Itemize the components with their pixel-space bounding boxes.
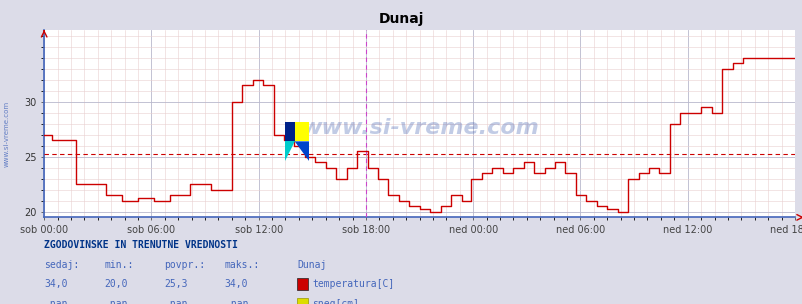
Bar — [285, 122, 294, 141]
Text: 20,0: 20,0 — [104, 279, 128, 289]
Text: maks.:: maks.: — [225, 260, 260, 270]
Text: min.:: min.: — [104, 260, 134, 270]
Polygon shape — [294, 122, 309, 141]
Text: temperatura[C]: temperatura[C] — [312, 279, 394, 289]
Text: sedaj:: sedaj: — [44, 260, 79, 270]
Text: 34,0: 34,0 — [44, 279, 67, 289]
Text: sneg[cm]: sneg[cm] — [312, 299, 359, 304]
Text: 25,3: 25,3 — [164, 279, 188, 289]
Text: 34,0: 34,0 — [225, 279, 248, 289]
Text: povpr.:: povpr.: — [164, 260, 205, 270]
Text: ZGODOVINSKE IN TRENUTNE VREDNOSTI: ZGODOVINSKE IN TRENUTNE VREDNOSTI — [44, 240, 237, 250]
Text: -nan: -nan — [225, 299, 248, 304]
Text: -nan: -nan — [44, 299, 67, 304]
Text: -nan: -nan — [104, 299, 128, 304]
Polygon shape — [294, 141, 309, 161]
Text: www.si-vreme.com: www.si-vreme.com — [3, 101, 10, 167]
Text: Dunaj: Dunaj — [379, 12, 423, 26]
Text: Dunaj: Dunaj — [297, 260, 326, 270]
Polygon shape — [285, 141, 294, 161]
Text: www.si-vreme.com: www.si-vreme.com — [300, 118, 538, 138]
Text: -nan: -nan — [164, 299, 188, 304]
